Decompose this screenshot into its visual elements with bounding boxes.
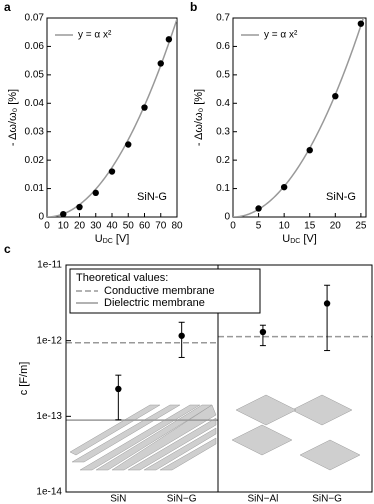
y-tick-label: 0.3 [216, 126, 230, 137]
y-tick-label: 0.04 [25, 98, 45, 109]
y-tick-label: 1e-13 [36, 411, 62, 422]
data-point [141, 104, 148, 111]
x-tick-label: 10 [58, 221, 70, 232]
y-tick-label: 0.07 [25, 13, 45, 24]
x-tick-label: 0 [230, 221, 236, 232]
plot-frame [46, 17, 178, 218]
x-tick-label: 10 [279, 221, 291, 232]
data-point [332, 92, 339, 100]
data-point [357, 20, 365, 27]
y-tick-label: 0.4 [216, 98, 230, 109]
legend-title: Theoretical values: [76, 272, 168, 284]
y-tick-label: 0.5 [216, 69, 230, 80]
data-point [165, 36, 173, 43]
x-tick-label: 30 [90, 221, 102, 232]
data-point [76, 203, 83, 211]
y-tick-label: 0.2 [216, 155, 230, 166]
x-label-sub: DC [290, 238, 300, 245]
x-tick-label: 0 [44, 221, 50, 232]
x-tick-label: 50 [123, 221, 135, 232]
legend-label: Conductive membrane [104, 285, 215, 297]
y-axis-label: c [F/m] [18, 362, 30, 396]
data-point [259, 328, 267, 336]
x-tick-label: SiN−G [167, 494, 197, 504]
data-point [255, 205, 262, 212]
y-tick-label: 0.02 [25, 155, 45, 166]
y-tick-label: 1e-12 [36, 335, 62, 346]
data-point [178, 332, 185, 339]
x-tick-label: 5 [256, 221, 262, 232]
y-tick-label: 0.01 [25, 183, 45, 194]
x-axis-label: UDC [V] [282, 233, 317, 245]
data-point [125, 141, 132, 148]
x-tick-label: 20 [74, 221, 86, 232]
panel-label: b [190, 0, 197, 14]
y-tick-label: 0.03 [25, 126, 45, 137]
panel-label: c [4, 242, 11, 256]
x-tick-label: SiN−Al [247, 494, 278, 504]
legend-label: y = α x² [264, 30, 298, 41]
y-tick-label: 0 [224, 212, 230, 223]
data-point [157, 60, 164, 67]
x-label-unit: [V] [116, 233, 129, 245]
y-tick-label: 0.7 [216, 13, 230, 24]
data-point [108, 168, 116, 175]
x-tick-label: SiN [110, 494, 126, 504]
plot-frame [65, 264, 373, 493]
data-point [60, 210, 67, 218]
y-tick-label: 1e-14 [36, 487, 62, 498]
x-label-unit: [V] [303, 233, 316, 245]
x-axis-label: UDC [V] [95, 233, 130, 245]
y-tick-label: 0.05 [25, 69, 45, 80]
data-point [323, 300, 331, 307]
x-tick-label: 60 [139, 221, 151, 232]
x-label-main: U [95, 233, 103, 245]
panel-label: a [4, 0, 11, 14]
x-tick-label: 70 [155, 221, 167, 232]
x-tick-label: 25 [355, 221, 367, 232]
fit-curve [47, 18, 177, 217]
x-label-main: U [282, 233, 290, 245]
membrane-sketch [69, 394, 361, 471]
y-tick-label: 1e-11 [37, 260, 62, 271]
annotation: SiN-G [326, 191, 356, 203]
x-tick-label: 80 [171, 221, 183, 232]
y-tick-label: 0.06 [25, 41, 45, 52]
legend-label: Dielectric membrane [104, 297, 205, 309]
x-label-sub: DC [103, 238, 113, 245]
x-tick-label: SiN−G [312, 494, 342, 504]
legend-box [69, 268, 261, 314]
legend-label: y = α x² [78, 30, 112, 41]
x-tick-label: 40 [106, 221, 118, 232]
data-point [280, 183, 288, 191]
y-tick-label: 0 [38, 212, 44, 223]
y-axis-label: - Δω/ω₀ [%] [7, 89, 19, 146]
fit-curve [233, 18, 365, 217]
data-point [115, 385, 122, 393]
annotation: SiN-G [137, 191, 167, 203]
y-tick-label: 0.6 [216, 41, 230, 52]
data-point [92, 189, 99, 197]
y-axis-label: - Δω/ω₀ [%] [193, 89, 205, 146]
x-tick-label: 15 [304, 221, 316, 232]
x-tick-label: 20 [330, 221, 342, 232]
data-point [306, 146, 313, 154]
plot-frame [232, 17, 367, 218]
y-tick-label: 0.1 [216, 183, 230, 194]
